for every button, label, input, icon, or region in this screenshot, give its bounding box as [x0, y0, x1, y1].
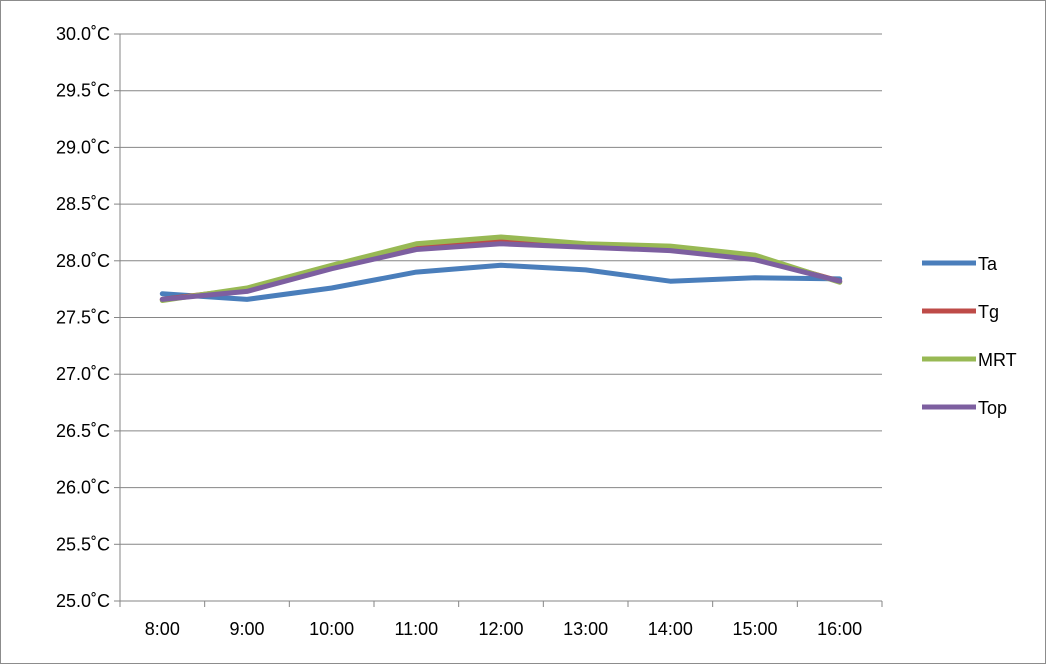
y-tick-label: 29.0˚C: [56, 137, 110, 157]
legend-label-tg: Tg: [978, 302, 999, 322]
y-tick-label: 26.5˚C: [56, 421, 110, 441]
y-tick-label: 27.0˚C: [56, 364, 110, 384]
y-tick-label: 28.0˚C: [56, 251, 110, 271]
legend-label-ta: Ta: [978, 254, 998, 274]
y-tick-label: 29.5˚C: [56, 81, 110, 101]
series-lines: [159, 234, 843, 303]
y-tick-label: 27.5˚C: [56, 308, 110, 328]
x-tick-label: 9:00: [229, 619, 264, 639]
x-tick-label: 10:00: [309, 619, 354, 639]
legend-label-top: Top: [978, 398, 1007, 418]
y-tick-label: 26.0˚C: [56, 478, 110, 498]
y-tick-label: 25.0˚C: [56, 591, 110, 611]
gridlines: [120, 33, 882, 545]
axes: 25.0˚C 25.5˚C 26.0˚C 26.5˚C 27.0˚C 27.5˚C 28.0…: [56, 24, 883, 639]
legend-label-mrt: MRT: [978, 350, 1017, 370]
x-tick-label: 14:00: [648, 619, 693, 639]
y-tick-label: 25.5˚C: [56, 534, 110, 554]
series-line-tg: [159, 239, 843, 302]
x-tick-label: 11:00: [394, 619, 438, 639]
x-tick-label: 15:00: [732, 619, 777, 639]
y-tick-label: 28.5˚C: [56, 194, 110, 214]
y-tick-label: 30.0˚C: [56, 24, 110, 44]
series-line-mrt: [159, 234, 843, 303]
x-tick-label: 16:00: [817, 619, 862, 639]
legend: Ta Tg MRT Top: [922, 254, 1017, 418]
series-line-top: [159, 241, 843, 302]
x-tick-label: 12:00: [478, 619, 523, 639]
x-tick-label: 13:00: [563, 619, 608, 639]
series-line-ta: [159, 262, 843, 302]
x-tick-label: 8:00: [145, 619, 180, 639]
